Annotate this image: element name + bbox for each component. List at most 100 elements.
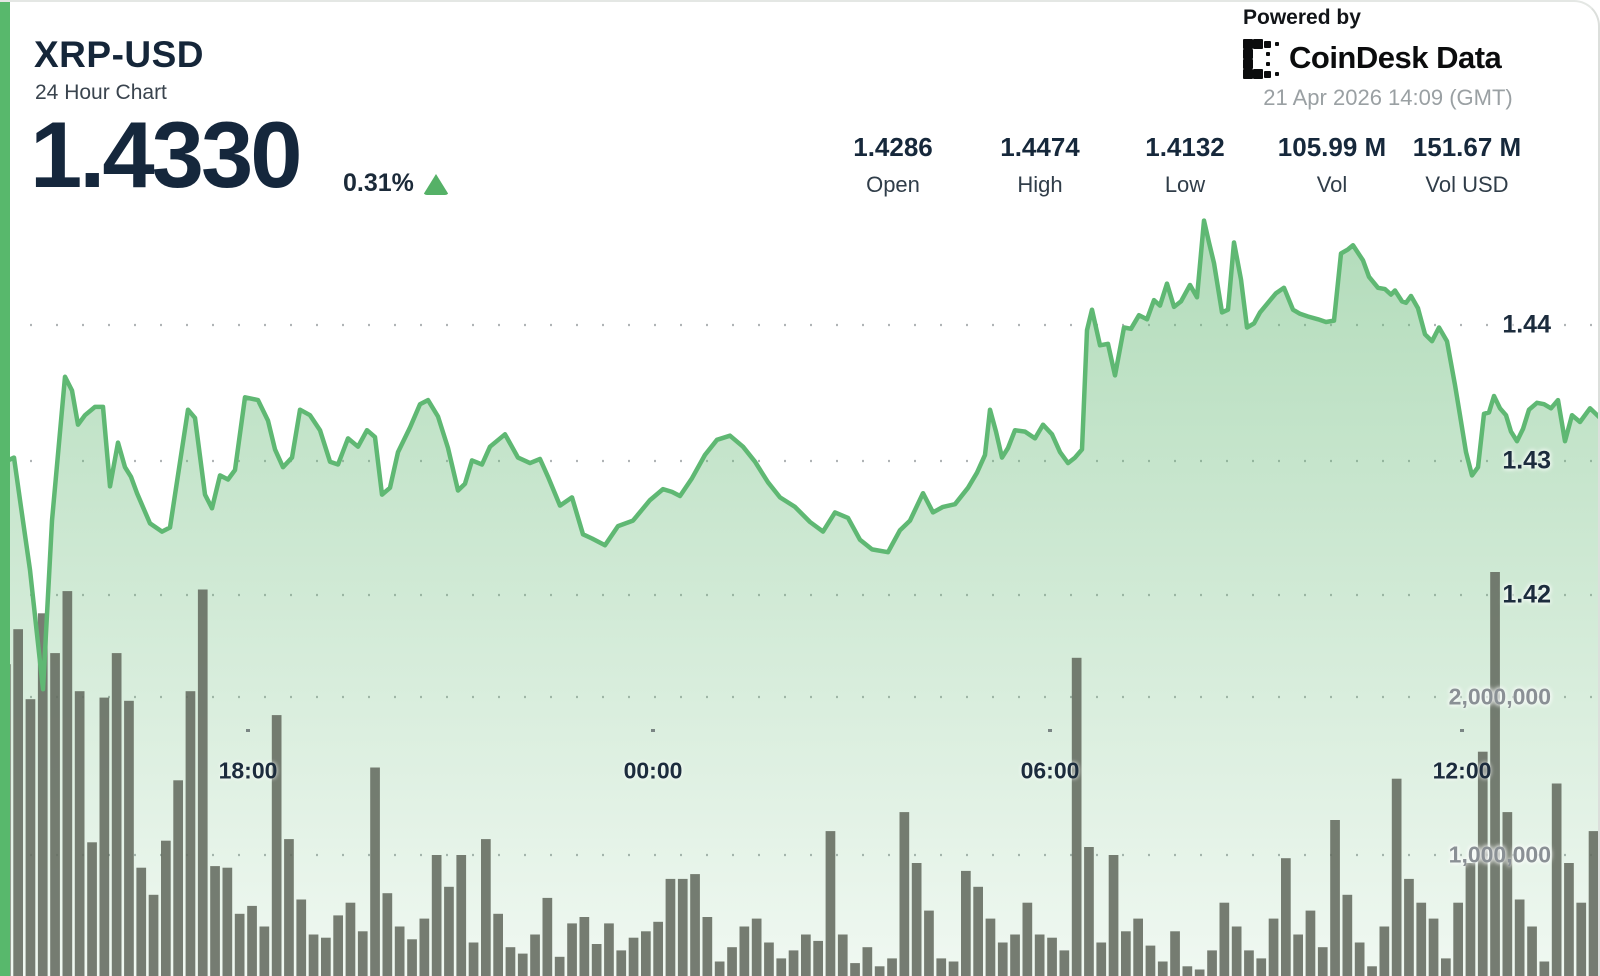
volume-bar: [837, 934, 848, 976]
price-tick-142: 1.42: [1502, 580, 1551, 609]
volume-bar: [37, 613, 48, 976]
volume-bar: [530, 934, 540, 976]
volume-bar: [825, 831, 836, 976]
volume-bar: [702, 917, 713, 976]
volume-bar: [1108, 855, 1119, 976]
volume-bar: [1453, 902, 1463, 976]
volume-bar: [419, 918, 430, 976]
stat-vol-usd-label: Vol USD: [1425, 172, 1509, 197]
time-label-06: 06:00: [1020, 757, 1080, 784]
volume-bar: [653, 921, 663, 976]
volume-bar: [185, 691, 196, 976]
volume-bar: [1133, 918, 1143, 976]
volume-bar: [259, 926, 270, 976]
volume-bar: [1145, 945, 1156, 976]
volume-bar: [222, 867, 233, 976]
volume-bar: [197, 589, 208, 976]
volume-bar: [899, 812, 910, 976]
volume-tick-2m: 2,000,000: [1448, 683, 1551, 710]
volume-bar: [1330, 820, 1340, 976]
time-axis-tick: [1460, 729, 1464, 732]
volume-bar: [924, 910, 934, 976]
volume-bar: [1305, 910, 1316, 976]
volume-bar: [1514, 899, 1525, 976]
branding-block: Powered by CoinDesk Data 21 Apr 2026 14:…: [1243, 6, 1533, 111]
volume-bar: [173, 780, 183, 976]
volume-bar: [1157, 961, 1168, 976]
volume-bar: [850, 963, 860, 976]
price-tick-143: 1.43: [1502, 446, 1551, 475]
volume-bar: [234, 913, 245, 976]
volume-bar: [1502, 812, 1513, 976]
volume-bar: [1539, 961, 1550, 976]
volume-bar: [321, 937, 331, 976]
volume-bar: [296, 899, 307, 976]
volume-bar: [1527, 926, 1537, 976]
volume-bar: [616, 950, 627, 976]
volume-bar: [407, 939, 417, 976]
volume-bar: [1551, 783, 1562, 976]
chart-range-subtitle: 24 Hour Chart: [35, 81, 167, 104]
volume-bar: [493, 913, 503, 976]
volume-bar: [481, 839, 491, 976]
left-accent-strip: [0, 0, 10, 976]
volume-bar: [1342, 894, 1353, 976]
change-percent: 0.31%: [343, 169, 414, 197]
stat-open: 1.4286 Open: [853, 132, 933, 198]
volume-bar: [690, 874, 700, 976]
volume-bar: [444, 886, 454, 976]
volume-bar: [517, 953, 528, 976]
volume-bar: [604, 923, 614, 976]
volume-bar: [997, 942, 1008, 976]
volume-bar: [1256, 958, 1267, 976]
volume-bar: [382, 893, 393, 976]
volume-bar: [813, 940, 823, 976]
stat-open-label: Open: [866, 172, 920, 197]
volume-bar: [111, 653, 122, 976]
volume-bar: [554, 956, 565, 976]
stat-vol-value: 105.99 M: [1277, 132, 1387, 162]
volume-bar: [1182, 966, 1193, 976]
volume-bar: [431, 855, 442, 976]
powered-by-label: Powered by: [1243, 6, 1361, 29]
time-axis-tick: [1048, 729, 1052, 732]
volume-bar: [1219, 902, 1230, 976]
volume-bar: [1428, 918, 1439, 976]
volume-bar: [62, 591, 73, 976]
stat-low-label: Low: [1164, 172, 1206, 197]
volume-bar: [1121, 931, 1131, 976]
volume-bar: [284, 839, 294, 976]
volume-bar: [1404, 878, 1414, 976]
stat-vol: 105.99 M Vol: [1278, 132, 1386, 198]
volume-bar: [1059, 950, 1070, 976]
volume-bar: [1588, 831, 1599, 976]
volume-bar: [727, 947, 737, 976]
symbol-title: XRP-USD: [34, 34, 205, 75]
volume-bar: [456, 855, 467, 976]
volume-bar: [579, 917, 590, 976]
stat-open-value: 1.4286: [853, 132, 933, 162]
volume-bar: [1231, 926, 1242, 976]
stat-vol-usd-value: 151.67 M: [1412, 132, 1522, 162]
volume-bar: [887, 958, 897, 976]
volume-bar: [801, 934, 811, 976]
volume-bar: [985, 918, 996, 976]
volume-bar: [776, 958, 787, 976]
volume-bar: [1379, 926, 1390, 976]
stat-high-label: High: [1017, 172, 1063, 197]
volume-bar: [628, 937, 639, 976]
volume-bar: [1317, 947, 1328, 976]
volume-bar: [1281, 858, 1291, 976]
timestamp: 21 Apr 2026 14:09 (GMT): [1263, 85, 1513, 110]
volume-bar: [1071, 657, 1082, 976]
volume-bar: [1096, 942, 1107, 976]
volume-bar: [308, 934, 319, 976]
volume-bar: [1465, 863, 1476, 976]
provider-logo[interactable]: CoinDesk Data: [1243, 39, 1533, 79]
volume-bar: [1576, 902, 1587, 976]
volume-bar: [1367, 966, 1377, 976]
stat-vol-label: Vol: [1316, 172, 1348, 197]
volume-bar: [1441, 958, 1451, 976]
